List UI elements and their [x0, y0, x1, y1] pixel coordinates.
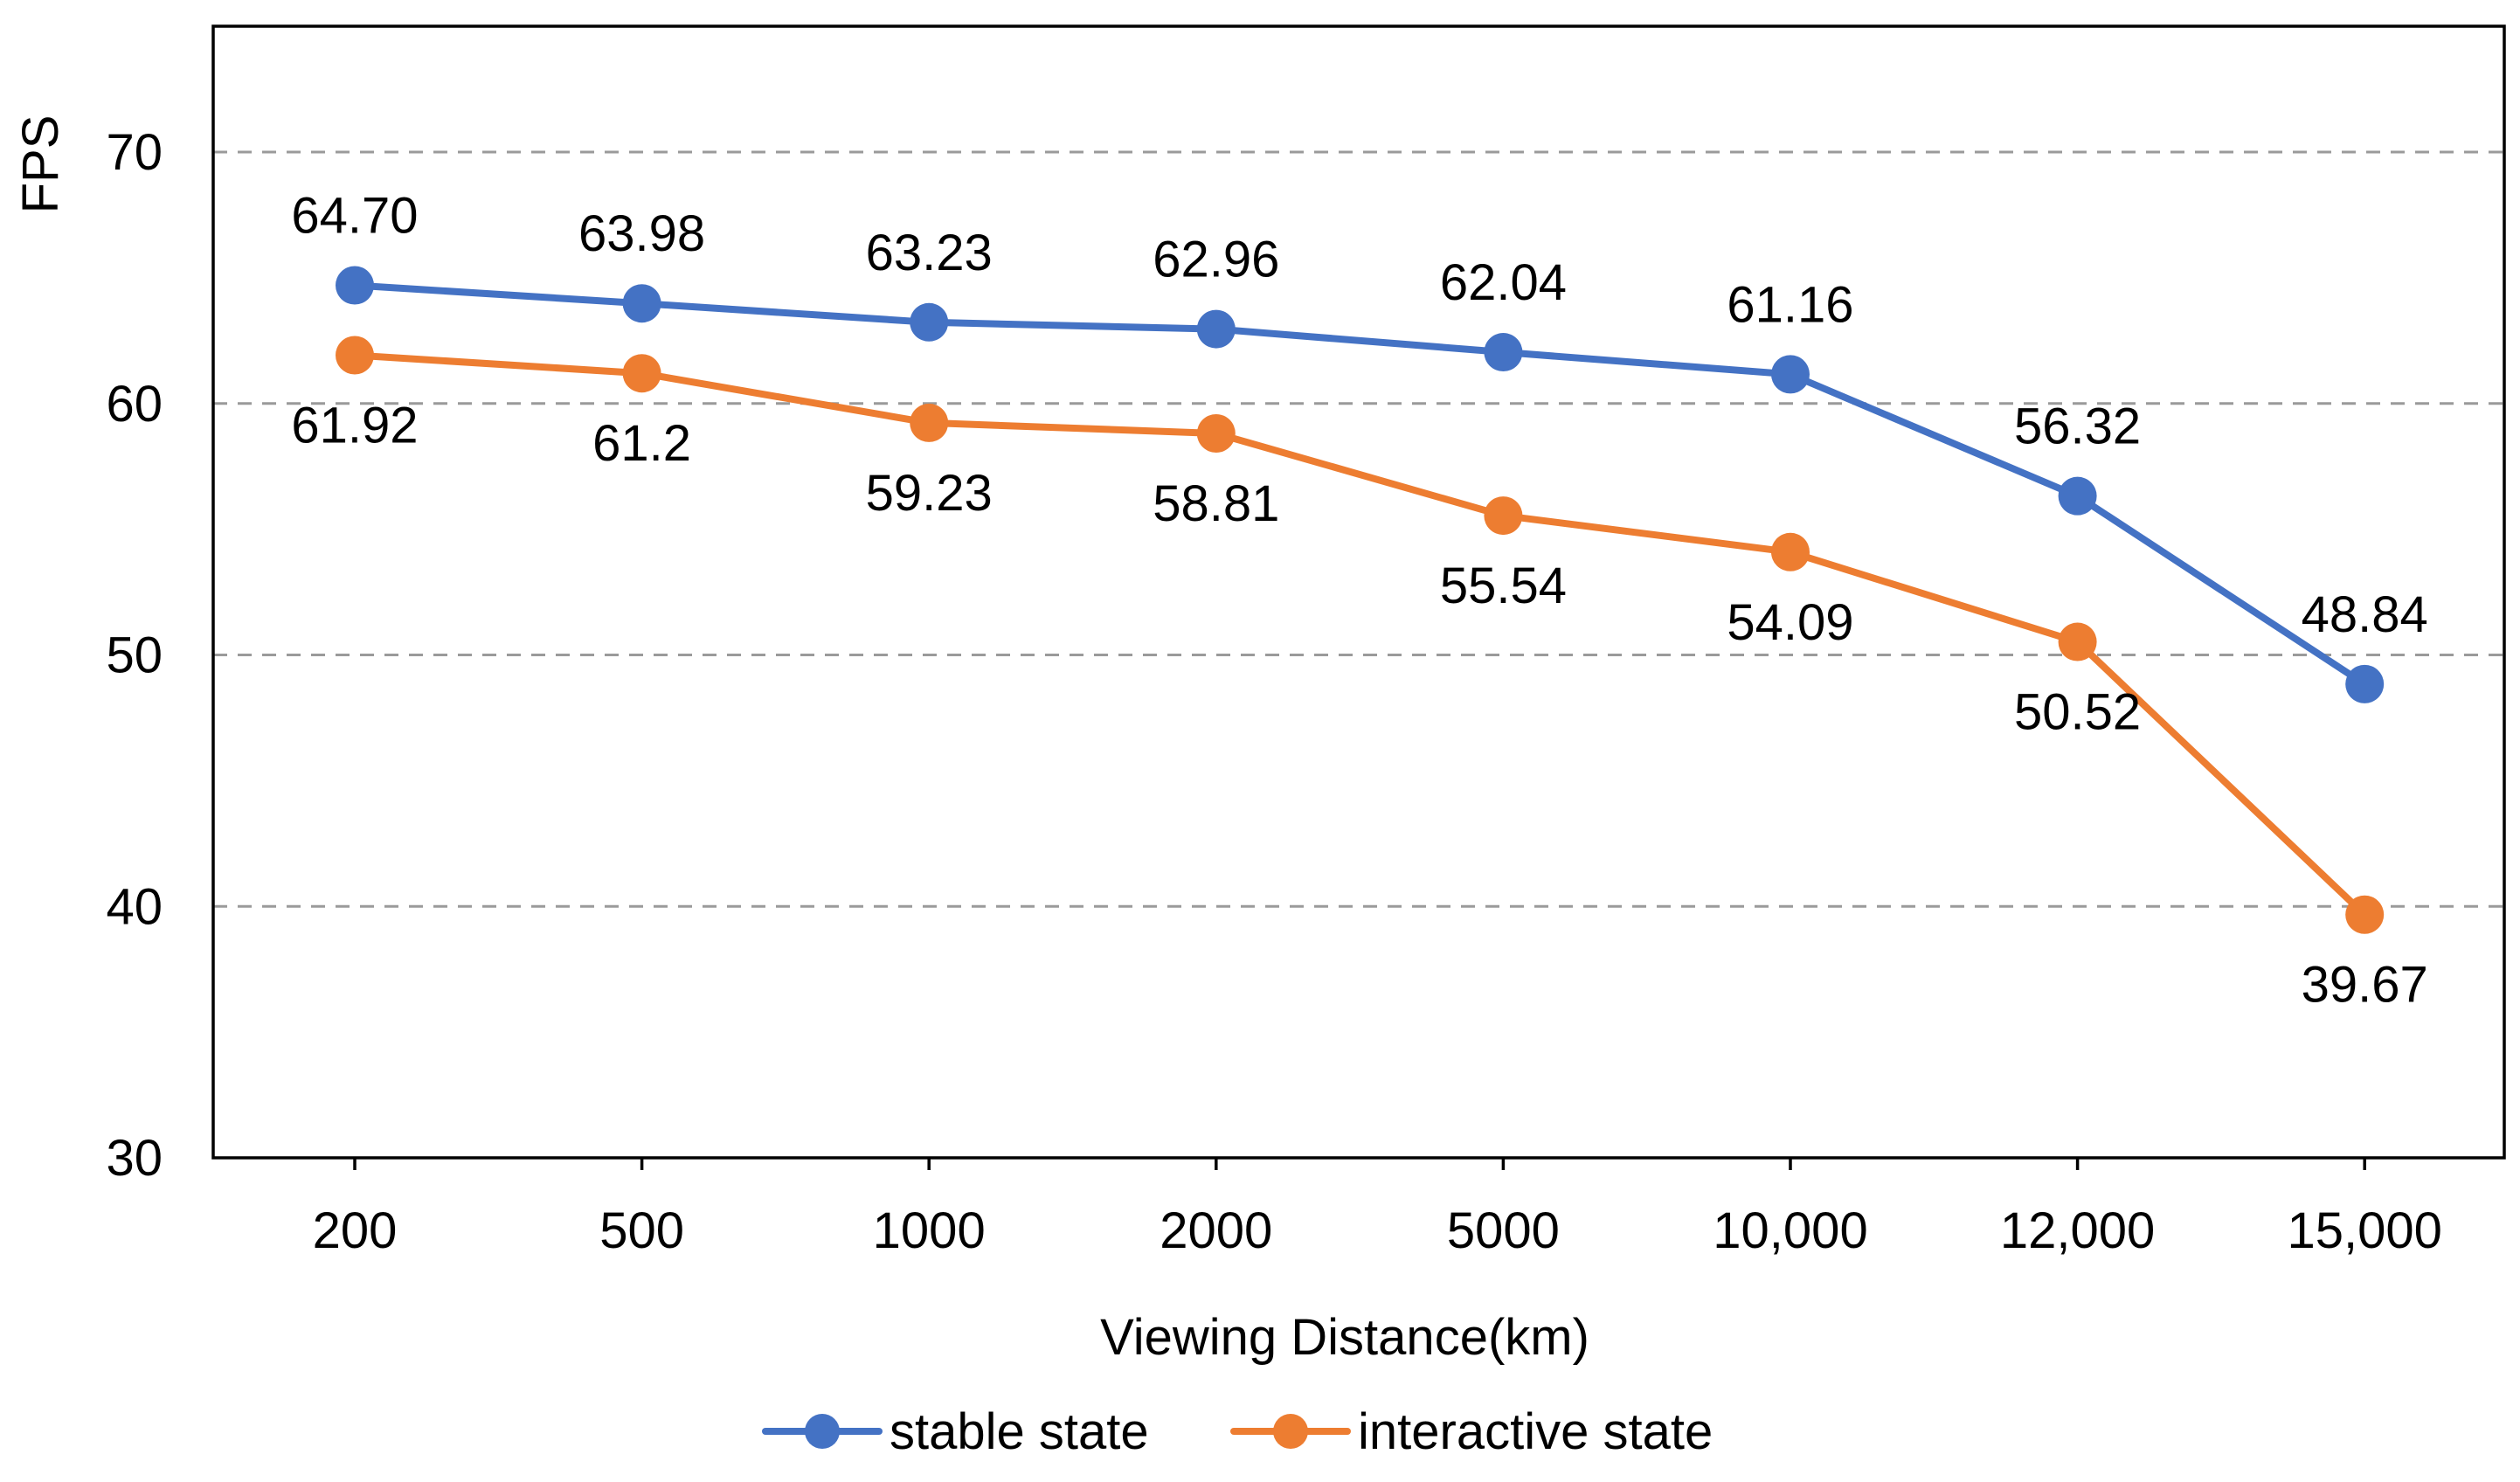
y-tick-label-40: 40 — [106, 878, 163, 935]
gridlines — [213, 150, 2504, 908]
y-axis-title: FPS — [12, 115, 69, 214]
legend-label-0: stable state — [890, 1403, 1149, 1460]
data-label-stable-state-7: 48.84 — [2302, 586, 2428, 643]
data-point-stable-state-0 — [336, 266, 374, 305]
data-point-stable-state-2 — [910, 302, 949, 342]
legend-item-stable-state: stable state — [762, 1403, 1149, 1460]
data-point-interactive-state-4 — [1484, 496, 1523, 536]
data-point-stable-state-7 — [2345, 664, 2385, 703]
data-label-stable-state-6: 56.32 — [2014, 398, 2141, 455]
data-label-stable-state-4: 62.04 — [1440, 254, 1567, 311]
data-point-interactive-state-0 — [336, 336, 374, 375]
data-label-interactive-state-7: 39.67 — [2302, 957, 2428, 1014]
series-line-interactive-state — [351, 351, 2369, 918]
x-tick-label-7: 15,000 — [2287, 1202, 2441, 1259]
series-interactive-state — [336, 336, 2385, 934]
x-tick-label-0: 200 — [313, 1202, 398, 1259]
y-axis-tick-labels: 30 40 50 60 70 — [106, 124, 163, 1187]
y-tick-label-50: 50 — [106, 627, 163, 684]
data-label-interactive-state-6: 50.52 — [2014, 684, 2141, 741]
y-tick-label-60: 60 — [106, 376, 163, 433]
x-axis-tick-labels: 200 500 1000 2000 5000 10,000 12,000 15,000 — [313, 1202, 2442, 1259]
data-point-stable-state-3 — [1196, 309, 1236, 349]
x-tick-label-3: 2000 — [1160, 1202, 1272, 1259]
legend-item-interactive-state: interactive state — [1230, 1403, 1713, 1460]
data-point-stable-state-1 — [622, 284, 661, 323]
data-label-interactive-state-1: 61.2 — [592, 415, 691, 472]
data-point-interactive-state-5 — [1771, 532, 1810, 571]
x-axis-ticks — [353, 1158, 2366, 1170]
data-label-stable-state-5: 61.16 — [1727, 276, 1853, 333]
series-line-stable-state — [351, 281, 2369, 688]
data-label-stable-state-0: 64.70 — [291, 188, 418, 245]
data-label-interactive-state-2: 59.23 — [866, 465, 993, 522]
y-tick-label-30: 30 — [106, 1130, 163, 1187]
data-label-stable-state-2: 63.23 — [866, 225, 993, 281]
plot-area-frame — [211, 24, 2506, 1160]
x-tick-label-4: 5000 — [1447, 1202, 1560, 1259]
data-label-interactive-state-5: 54.09 — [1727, 594, 1853, 651]
x-axis-title: Viewing Distance(km) — [1100, 1309, 1589, 1366]
x-tick-label-2: 1000 — [873, 1202, 986, 1259]
data-point-stable-state-4 — [1484, 333, 1523, 372]
data-point-interactive-state-7 — [2345, 895, 2385, 934]
data-label-interactive-state-0: 61.92 — [291, 398, 418, 454]
data-point-interactive-state-1 — [622, 354, 661, 393]
data-label-interactive-state-3: 58.81 — [1153, 475, 1279, 532]
series — [336, 266, 2385, 934]
legend-label-1: interactive state — [1358, 1403, 1713, 1460]
data-label-stable-state-3: 62.96 — [1153, 232, 1279, 288]
x-tick-label-1: 500 — [599, 1202, 684, 1259]
legend-marker-1 — [1273, 1414, 1308, 1449]
data-labels: 64.70 63.98 63.23 62.96 62.04 61.16 56.32 48.84… — [291, 188, 2427, 1014]
data-label-stable-state-1: 63.98 — [578, 205, 705, 262]
x-tick-label-5: 10,000 — [1713, 1202, 1867, 1259]
data-point-interactive-state-3 — [1196, 413, 1236, 453]
legend: stable state interactive state — [762, 1403, 1713, 1460]
data-point-stable-state-5 — [1771, 355, 1810, 394]
data-point-stable-state-6 — [2058, 476, 2097, 516]
x-tick-label-6: 12,000 — [2000, 1202, 2155, 1259]
data-point-interactive-state-2 — [910, 403, 949, 442]
data-point-interactive-state-6 — [2058, 622, 2097, 661]
series-stable-state — [336, 266, 2385, 703]
data-label-interactive-state-4: 55.54 — [1440, 557, 1567, 614]
legend-marker-0 — [805, 1414, 840, 1449]
y-tick-label-70: 70 — [106, 124, 163, 181]
